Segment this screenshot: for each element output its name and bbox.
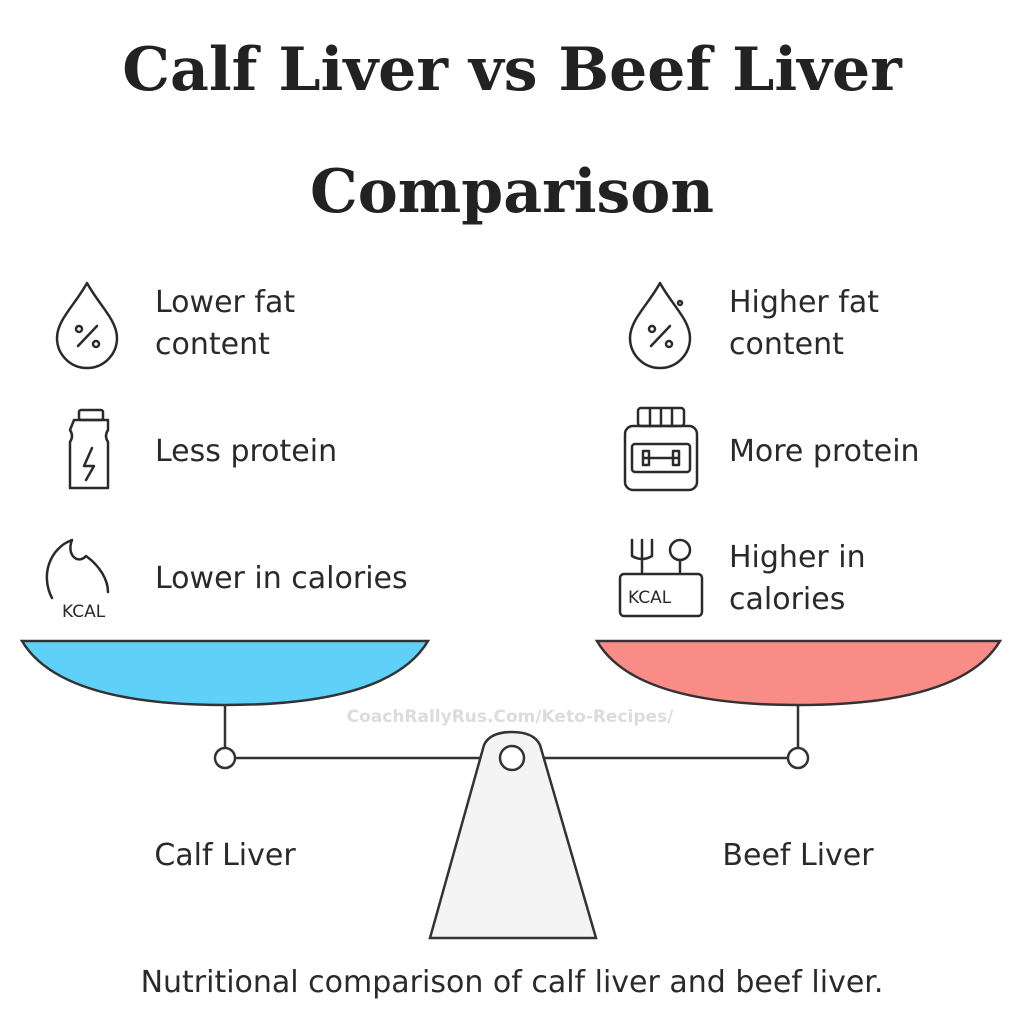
item-text: calories: [729, 582, 845, 617]
item-text: Less protein: [155, 434, 337, 469]
item-text: Higher in: [729, 540, 866, 575]
beam: [213, 705, 810, 940]
calorie-icon: [45, 538, 110, 600]
right-pan: [594, 639, 1003, 707]
item-text: Higher fat: [729, 285, 879, 320]
title: Calf Liver vs Beef Liver: [122, 35, 903, 105]
item-text: Lower fat: [155, 285, 295, 320]
item-text: Lower in calories: [155, 561, 408, 596]
caption: Nutritional comparison of calf liver and…: [141, 965, 884, 1000]
icon-text: KCAL: [628, 588, 672, 608]
fat-icon: [628, 281, 692, 370]
protein-icon: [623, 406, 699, 492]
title: Comparison: [310, 157, 714, 227]
left-pan: [19, 639, 431, 707]
protein-icon: [68, 408, 110, 490]
right-label: Beef Liver: [722, 838, 874, 873]
fat-icon: [55, 281, 119, 370]
item-text: content: [155, 327, 270, 362]
watermark: CoachRallyRus.Com/Keto-Recipes/: [347, 707, 675, 727]
calorie-icon: [618, 538, 704, 618]
item-text: content: [729, 327, 844, 362]
item-text: More protein: [729, 434, 920, 469]
left-label: Calf Liver: [154, 838, 296, 873]
icon-text: KCAL: [62, 602, 106, 622]
